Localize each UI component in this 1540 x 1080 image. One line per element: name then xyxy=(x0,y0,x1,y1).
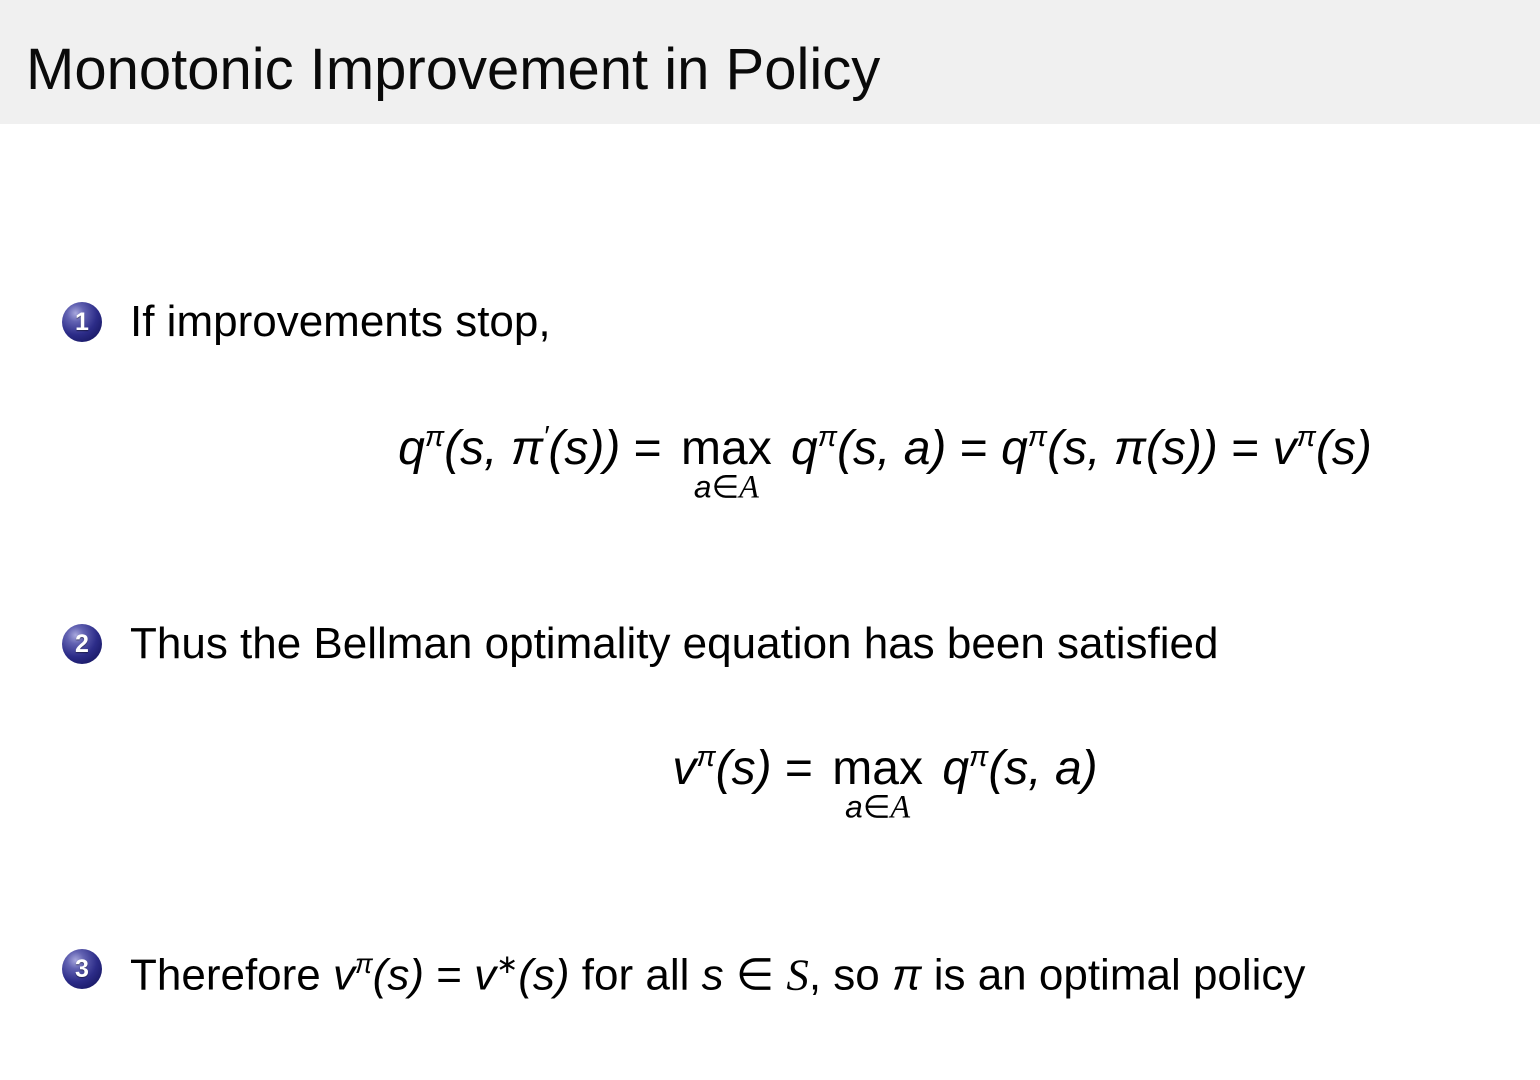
text-run: q xyxy=(777,421,818,475)
text-run: π xyxy=(424,421,445,453)
text-run: ∈ xyxy=(723,950,787,1000)
text-run: If improvements stop, xyxy=(130,297,551,346)
text-run: π xyxy=(1027,421,1048,453)
operator-name: max xyxy=(832,741,923,795)
list-item: 1 If improvements stop, xyxy=(62,294,1540,350)
text-run: q xyxy=(928,741,970,795)
text-run: (s) xyxy=(372,950,424,1000)
list-item-text: Therefore vπ(s) = v∗(s) for all s ∈ S, s… xyxy=(130,936,1305,1003)
operator-underscript: a∈A xyxy=(694,470,759,503)
text-run: v xyxy=(474,950,497,1000)
text-run: S xyxy=(786,949,809,1000)
text-run: = xyxy=(771,741,827,795)
text-run: π xyxy=(696,740,716,773)
enumerate-ball: 2 xyxy=(62,623,102,664)
text-run: (s) xyxy=(1315,421,1372,475)
text-run: a xyxy=(693,468,712,505)
text-run: v xyxy=(332,950,355,1000)
text-run: π xyxy=(817,421,838,453)
text-run: for all xyxy=(569,950,702,1000)
text-run: π xyxy=(892,950,922,1000)
list-item: 3 Therefore vπ(s) = v∗(s) for all s ∈ S, … xyxy=(62,936,1540,1003)
text-run: (s, a) xyxy=(837,421,947,475)
text-run: ∗ xyxy=(496,948,519,979)
text-run: = xyxy=(946,421,1002,475)
enumerate-ball: 3 xyxy=(62,949,102,990)
text-run: q xyxy=(398,421,425,475)
text-run: = xyxy=(423,950,475,1000)
text-run: (s) xyxy=(518,950,570,1000)
list-item-text: Thus the Bellman optimality equation has… xyxy=(130,616,1218,672)
text-run: A xyxy=(890,788,911,825)
operator-name: max xyxy=(681,421,772,475)
list-item-text: If improvements stop, xyxy=(130,294,551,350)
text-run: s xyxy=(701,950,724,1000)
equation: vπ(s) = max a∈A qπ(s, a) xyxy=(230,722,1540,822)
text-run: , so xyxy=(808,950,892,1000)
slide-body: 1 If improvements stop, qπ(s, π′(s)) = max… xyxy=(0,294,1540,1003)
text-run: ∈ xyxy=(711,468,740,505)
max-operator-with-limits: max a∈A xyxy=(832,741,923,822)
slide-title: Monotonic Improvement in Policy xyxy=(26,36,881,102)
text-run: a xyxy=(845,788,863,825)
bullet-block: 1 If improvements stop, qπ(s, π′(s)) = max… xyxy=(62,294,1540,502)
text-run: π xyxy=(1296,421,1316,453)
text-run: π xyxy=(969,740,989,773)
max-operator-with-limits: max a∈A xyxy=(681,421,772,502)
text-run: v xyxy=(1272,421,1297,475)
text-run: v xyxy=(672,741,697,795)
bullet-block: 3 Therefore vπ(s) = v∗(s) for all s ∈ S, … xyxy=(62,936,1540,1003)
text-run: (s, π xyxy=(444,421,543,475)
text-run: ∈ xyxy=(862,788,891,825)
text-run: (s) xyxy=(715,741,772,795)
text-run: = xyxy=(1217,421,1273,475)
list-item: 2 Thus the Bellman optimality equation ha… xyxy=(62,616,1540,672)
text-run: Therefore xyxy=(130,950,333,1000)
operator-underscript: a∈A xyxy=(845,790,910,823)
text-run: (s, a) xyxy=(988,741,1098,795)
text-run: Thus the Bellman optimality equation has… xyxy=(130,618,1219,668)
enumerate-ball: 1 xyxy=(62,302,102,342)
slide-title-bar: Monotonic Improvement in Policy xyxy=(0,0,1540,124)
bullet-block: 2 Thus the Bellman optimality equation ha… xyxy=(62,616,1540,822)
text-run: (s, π(s)) xyxy=(1047,421,1218,475)
text-run: (s)) xyxy=(548,421,621,475)
text-run: ′ xyxy=(542,421,549,453)
text-run: π xyxy=(354,948,373,979)
text-run: is an optimal policy xyxy=(921,950,1306,1000)
equation: qπ(s, π′(s)) = max a∈A qπ(s, a) = qπ(s, π… xyxy=(230,402,1540,502)
text-run: q xyxy=(1001,421,1028,475)
text-run: = xyxy=(620,421,676,475)
text-run: A xyxy=(739,468,759,505)
